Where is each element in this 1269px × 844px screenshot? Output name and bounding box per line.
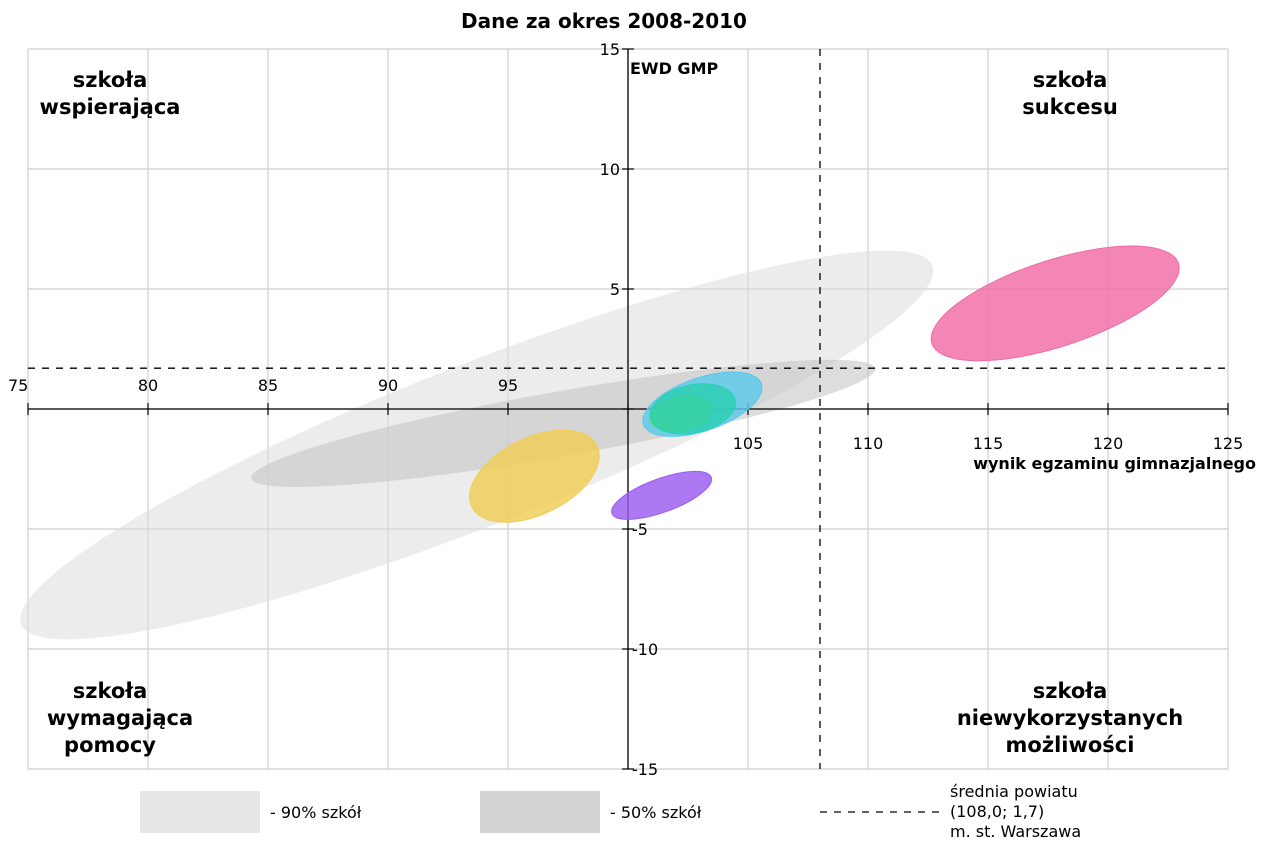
- legend: - 90% szkół - 50% szkół średnia powiatu …: [140, 782, 1081, 841]
- quadrant-bottom-left-line-1: szkoła: [73, 679, 148, 703]
- legend-swatch-90: [140, 791, 260, 833]
- quadrant-bottom-right-line-1: szkoła: [1033, 679, 1108, 703]
- x-tick-label: 110: [853, 434, 884, 453]
- x-tick-label: 90: [378, 376, 398, 395]
- quadrant-bottom-left: szkoła wymagająca pomocy: [47, 679, 193, 757]
- y-tick-label: -15: [632, 760, 658, 779]
- x-tick-label: 125: [1213, 434, 1244, 453]
- quadrant-bottom-right-line-2: niewykorzystanych: [957, 706, 1183, 730]
- x-tick-label: 105: [733, 434, 764, 453]
- legend-avg-line-1: średnia powiatu: [950, 782, 1078, 801]
- chart-title: Dane za okres 2008-2010: [461, 9, 747, 33]
- x-axis-label: wynik egzaminu gimnazjalnego: [973, 454, 1256, 473]
- quadrant-bottom-right: szkoła niewykorzystanych możliwości: [957, 679, 1183, 757]
- x-tick-label: 115: [973, 434, 1004, 453]
- legend-label-50: - 50% szkół: [610, 803, 702, 822]
- x-tick-label: 95: [498, 376, 518, 395]
- school-ellipse-1: [930, 245, 1180, 362]
- school-ellipse-4: [649, 383, 736, 435]
- y-axis-label: EWD GMP: [630, 59, 718, 78]
- legend-swatch-50: [480, 791, 600, 833]
- quadrant-bottom-left-line-3: pomocy: [64, 733, 156, 757]
- legend-avg-line-3: m. st. Warszawa: [950, 822, 1081, 841]
- reference-lines: [28, 49, 1228, 769]
- quadrant-top-right-line-2: sukcesu: [1022, 95, 1118, 119]
- quadrant-top-left-line-1: szkoła: [73, 68, 148, 92]
- quadrant-top-left-line-2: wspierająca: [40, 95, 181, 119]
- quadrant-top-right: szkoła sukcesu: [1022, 68, 1118, 119]
- school-ellipse-6: [611, 470, 713, 520]
- quadrant-top-left: szkoła wspierająca: [40, 68, 181, 119]
- school-distribution-areas: [20, 250, 934, 640]
- legend-avg-line-2: (108,0; 1,7): [950, 802, 1044, 821]
- x-tick-label: 85: [258, 376, 278, 395]
- y-tick-label: -5: [632, 520, 648, 539]
- x-tick-label: 80: [138, 376, 158, 395]
- y-tick-label: -10: [632, 640, 658, 659]
- data-series: [469, 245, 1180, 523]
- school-ellipse-5: [469, 429, 600, 523]
- quadrant-top-right-line-1: szkoła: [1033, 68, 1108, 92]
- quadrant-bottom-left-line-2: wymagająca: [47, 706, 193, 730]
- y-tick-label: 10: [600, 160, 620, 179]
- legend-label-90: - 90% szkół: [270, 803, 362, 822]
- x-tick-labels: 75 80 85 90 95 105 110 115 120 125: [8, 376, 1243, 453]
- quadrant-bottom-right-line-3: możliwości: [1006, 733, 1135, 757]
- axes: [27, 48, 1229, 770]
- x-tick-label: 120: [1093, 434, 1124, 453]
- y-tick-labels: 15 10 5 -5 -10 -15: [600, 40, 659, 779]
- y-tick-label: 5: [610, 280, 620, 299]
- x-tick-label: 75: [8, 376, 28, 395]
- y-tick-label: 15: [600, 40, 620, 59]
